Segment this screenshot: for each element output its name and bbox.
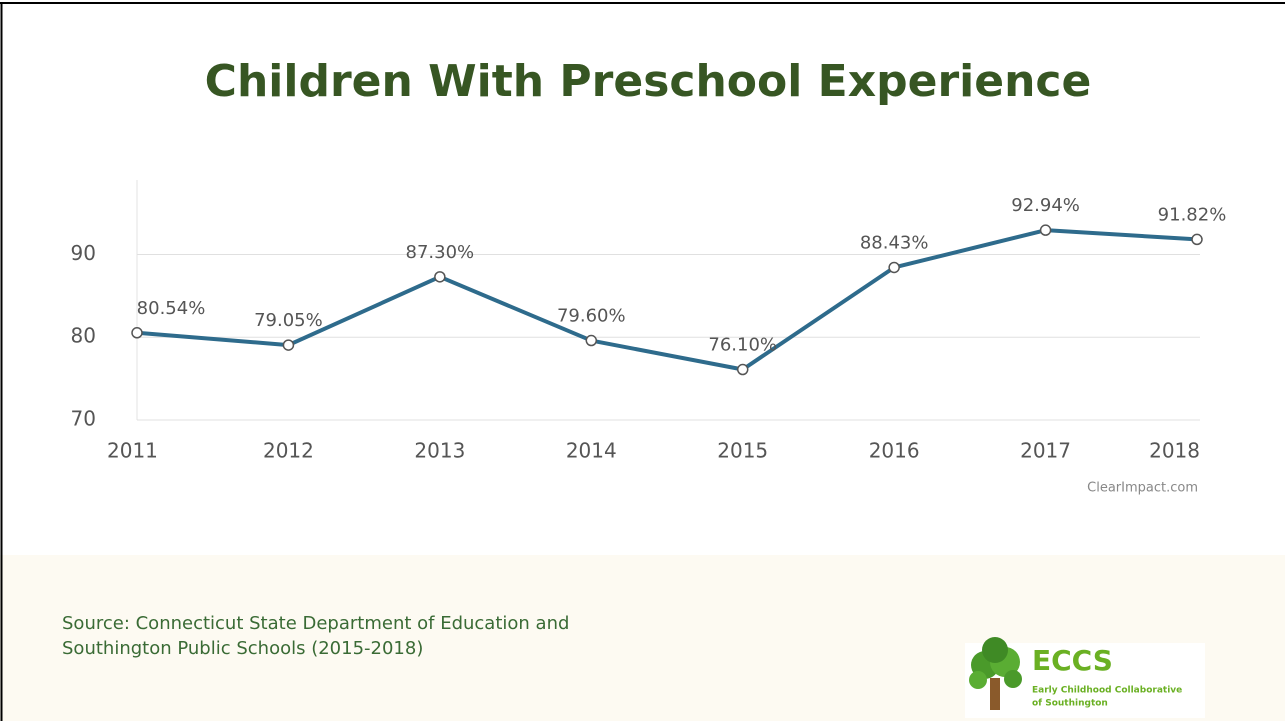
x-tick-label: 2011 xyxy=(107,439,158,463)
data-label: 92.94% xyxy=(1011,195,1080,216)
marker xyxy=(1192,234,1202,244)
source-line: Southington Public Schools (2015-2018) xyxy=(62,638,423,659)
marker xyxy=(889,262,899,272)
x-tick-label: 2014 xyxy=(566,439,617,463)
y-tick-label: 90 xyxy=(71,241,96,265)
marker xyxy=(435,272,445,282)
marker xyxy=(132,328,142,338)
x-tick-label: 2016 xyxy=(869,439,920,463)
data-label: 87.30% xyxy=(406,242,475,263)
slide: Children With Preschool Experience 70 80 9… xyxy=(0,0,1285,721)
data-label: 79.05% xyxy=(254,310,323,331)
data-label: 88.43% xyxy=(860,232,929,253)
x-tick-label: 2012 xyxy=(263,439,314,463)
x-tick-label: 2015 xyxy=(717,439,768,463)
x-tick-label: 2018 xyxy=(1149,439,1200,463)
data-label: 79.60% xyxy=(557,306,626,327)
logo-subtitle: of Southington xyxy=(1032,699,1108,709)
y-tick-label: 70 xyxy=(71,407,96,431)
logo-subtitle: Early Childhood Collaborative xyxy=(1032,686,1182,696)
marker xyxy=(1041,225,1051,235)
marker xyxy=(283,340,293,350)
credit: ClearImpact.com xyxy=(1087,481,1198,496)
data-label: 76.10% xyxy=(708,335,777,356)
data-label: 80.54% xyxy=(137,298,206,319)
marker xyxy=(586,336,596,346)
x-tick-label: 2013 xyxy=(414,439,465,463)
source-line: Source: Connecticut State Department of … xyxy=(62,613,569,634)
logo-title: ECCS xyxy=(1032,644,1113,677)
marker xyxy=(738,365,748,375)
x-tick-label: 2017 xyxy=(1020,439,1071,463)
y-tick-label: 80 xyxy=(71,324,96,348)
data-label: 91.82% xyxy=(1158,204,1227,225)
chart-title: Children With Preschool Experience xyxy=(205,56,1092,107)
